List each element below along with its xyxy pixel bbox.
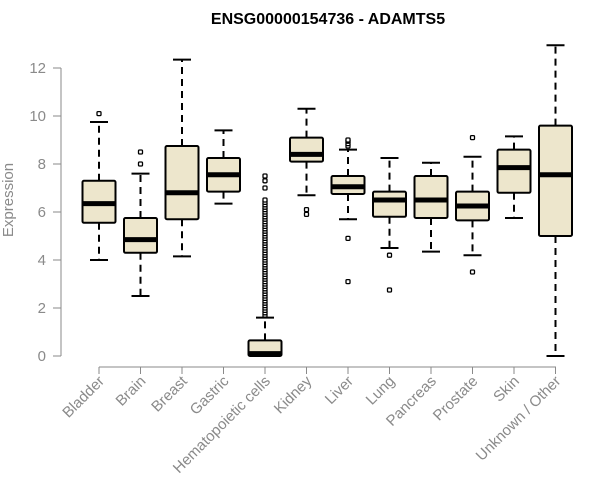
outlier-point [262, 197, 268, 203]
box-iqr [496, 148, 532, 194]
y-tick-label: 8 [38, 156, 46, 173]
box-iqr [164, 145, 200, 221]
outlier-point [303, 211, 310, 218]
outlier-point [262, 173, 268, 179]
box-prostate [455, 134, 490, 275]
chart-title: ENSG00000154736 - ADAMTS5 [211, 11, 445, 28]
outlier-point [345, 235, 351, 242]
box-hematopoietic-cells [247, 173, 283, 357]
outlier-point [469, 269, 476, 275]
y-tick-label: 10 [29, 108, 46, 125]
box-skin [496, 135, 532, 219]
outlier-point [96, 110, 102, 117]
x-tick-label: Bladder [59, 373, 108, 422]
box-iqr [123, 217, 158, 254]
x-tick-label: Liver [322, 373, 357, 408]
y-axis-ticks: 0 2 4 6 8 10 12 [29, 60, 61, 365]
box-iqr [538, 124, 573, 237]
box-iqr [372, 190, 407, 218]
box-series [81, 44, 573, 357]
y-tick-label: 6 [38, 204, 46, 221]
box-breast [164, 58, 200, 258]
box-lung [372, 157, 407, 293]
y-tick-label: 12 [29, 60, 46, 77]
x-tick-label: Brain [113, 373, 150, 410]
x-tick-label: Breast [148, 372, 191, 415]
box-pancreas [413, 161, 449, 253]
box-bladder [81, 110, 117, 261]
outlier-point [137, 161, 144, 167]
box-liver [330, 137, 366, 285]
outlier-point [262, 185, 268, 191]
box-unknown-other [538, 44, 573, 357]
x-tick-label: Lung [363, 373, 399, 409]
outlier-point [345, 278, 351, 285]
y-axis-label: Expression [0, 163, 17, 237]
box-iqr [289, 136, 324, 163]
box-gastric [206, 129, 241, 205]
outlier-point [303, 206, 310, 213]
x-tick-label: Prostate [430, 373, 482, 425]
y-tick-label: 4 [38, 252, 46, 269]
y-tick-label: 2 [38, 300, 46, 317]
x-tick-label: Skin [490, 373, 523, 406]
box-brain [123, 149, 158, 297]
y-tick-label: 0 [38, 348, 46, 365]
outlier-point [262, 178, 268, 184]
outlier-point [386, 287, 393, 293]
outlier-point [386, 252, 393, 258]
box-kidney [289, 107, 324, 218]
outlier-point [137, 149, 144, 155]
x-tick-label: Kidney [271, 372, 316, 417]
outlier-point [469, 134, 476, 141]
box-iqr [413, 175, 449, 219]
outlier-point [345, 137, 351, 143]
